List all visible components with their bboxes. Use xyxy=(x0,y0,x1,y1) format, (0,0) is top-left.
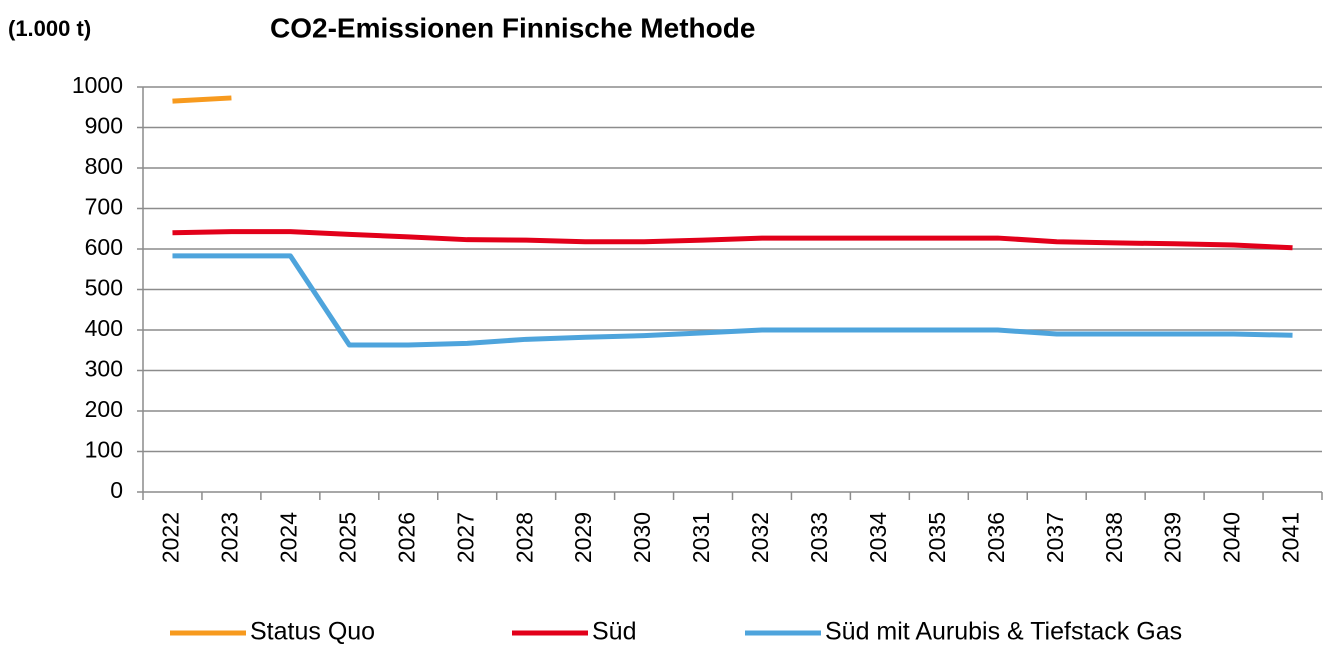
x-tick-label: 2033 xyxy=(806,512,832,563)
x-tick-label: 2029 xyxy=(570,512,596,563)
x-tick-label: 2039 xyxy=(1160,512,1186,563)
series-line xyxy=(172,229,1293,251)
x-tick-label: 2036 xyxy=(983,512,1009,563)
y-tick-label: 1000 xyxy=(72,72,123,98)
x-tick-label: 2023 xyxy=(217,512,243,563)
legend-label: Süd mit Aurubis & Tiefstack Gas xyxy=(825,618,1182,646)
x-tick-label: 2027 xyxy=(452,512,478,563)
x-tick-label: 2028 xyxy=(511,512,537,563)
x-tick-label: 2037 xyxy=(1042,512,1068,563)
y-tick-label: 0 xyxy=(110,477,123,503)
legend-label: Status Quo xyxy=(250,618,375,646)
chart-title: CO2-Emissionen Finnische Methode xyxy=(270,12,755,43)
y-tick-label: 900 xyxy=(85,113,123,139)
x-tick-label: 2035 xyxy=(924,512,950,563)
x-tick-label: 2031 xyxy=(688,512,714,563)
y-tick-label: 800 xyxy=(85,153,123,179)
x-tick-label: 2024 xyxy=(275,512,301,563)
y-tick-label: 600 xyxy=(85,234,123,260)
y-tick-label: 100 xyxy=(85,437,123,463)
x-tick-label: 2040 xyxy=(1219,512,1245,563)
series-line xyxy=(172,253,1293,348)
y-axis-label: (1.000 t) xyxy=(8,16,91,41)
x-tick-label: 2030 xyxy=(629,512,655,563)
x-tick-label: 2041 xyxy=(1278,512,1304,563)
x-tick-label: 2026 xyxy=(393,512,419,563)
legend-label: Süd xyxy=(592,618,636,646)
series-line xyxy=(172,95,232,104)
y-tick-label: 700 xyxy=(85,194,123,220)
x-tick-label: 2032 xyxy=(747,512,773,563)
y-tick-label: 500 xyxy=(85,275,123,301)
y-tick-label: 300 xyxy=(85,356,123,382)
x-tick-label: 2038 xyxy=(1101,512,1127,563)
x-tick-label: 2034 xyxy=(865,512,891,563)
x-tick-label: 2022 xyxy=(158,512,184,563)
y-tick-label: 200 xyxy=(85,396,123,422)
x-tick-label: 2025 xyxy=(334,512,360,563)
y-tick-label: 400 xyxy=(85,315,123,341)
